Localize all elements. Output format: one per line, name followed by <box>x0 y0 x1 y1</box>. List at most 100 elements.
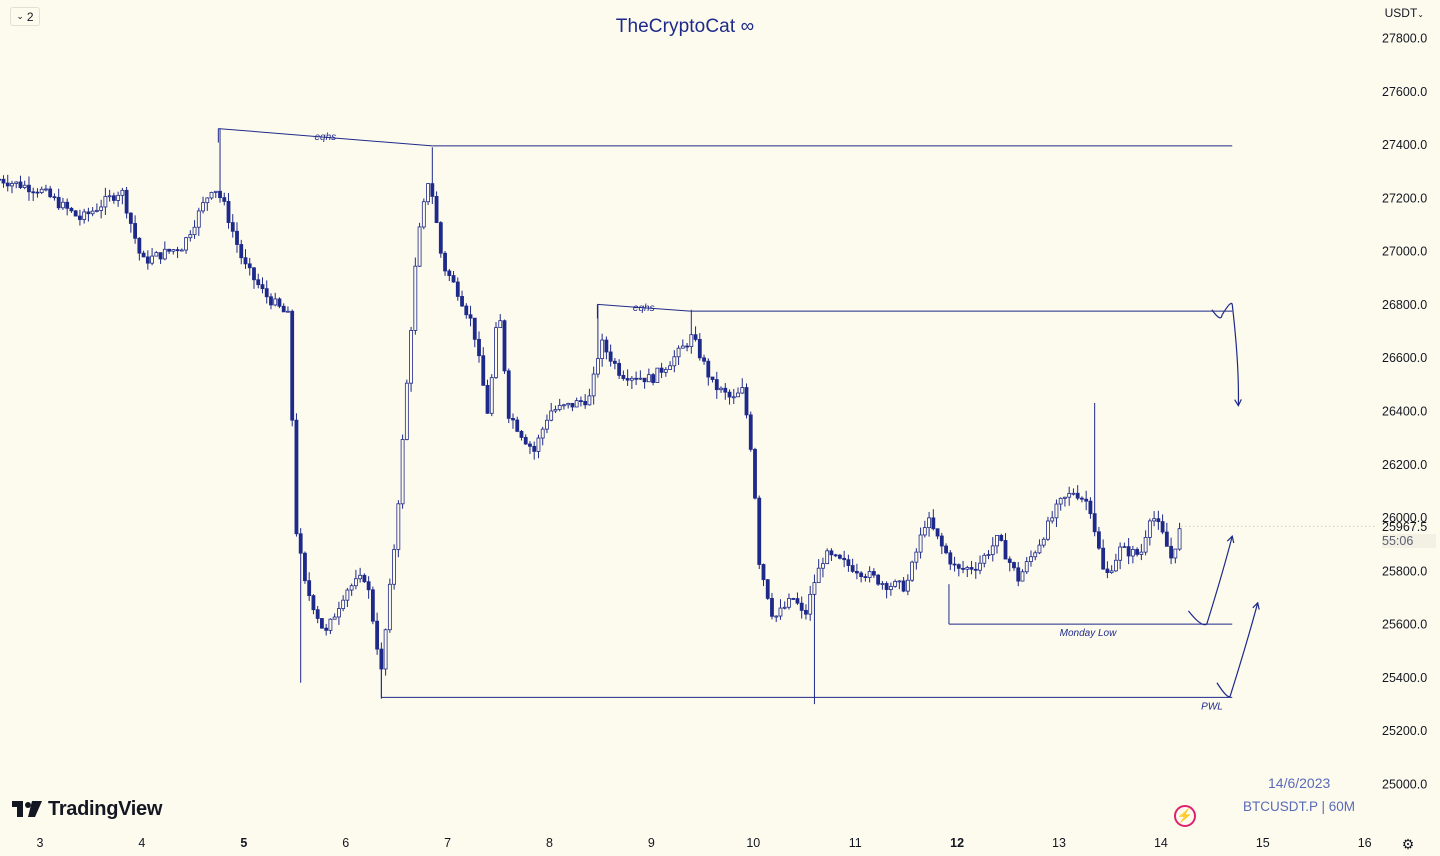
candle <box>1143 530 1148 556</box>
candle-body <box>1126 546 1131 557</box>
candle <box>184 236 188 254</box>
candle-body <box>141 252 146 258</box>
price-axis[interactable]: 27800.0 27600.0 27400.0 27200.0 27000.0 26800… <box>1382 32 1427 792</box>
candle-body <box>668 365 672 370</box>
candle-body <box>859 572 864 577</box>
layout-toggle-button[interactable]: ⌄ 2 <box>10 7 40 26</box>
candle-body <box>1109 570 1114 573</box>
candle-body <box>574 400 579 408</box>
candle-body <box>583 400 588 406</box>
candle <box>315 605 320 624</box>
candle <box>158 252 163 264</box>
candle-body <box>1007 558 1012 563</box>
candle <box>370 586 375 625</box>
candle <box>264 280 269 304</box>
tradingview-logo-icon <box>12 801 42 817</box>
candle-body <box>549 410 554 421</box>
candle <box>1092 403 1097 537</box>
candle-body <box>774 615 779 618</box>
candle-body <box>1037 544 1042 554</box>
candle-body <box>1024 561 1029 573</box>
candle <box>935 528 940 540</box>
candle-body <box>842 557 847 561</box>
candle <box>1177 522 1182 551</box>
time-axis[interactable]: 3 4 5 6 7 8 9 10 11 12 13 14 15 16 <box>37 836 1372 850</box>
candle <box>167 248 171 254</box>
candle-body <box>770 598 774 617</box>
candle <box>765 579 770 600</box>
candle <box>230 214 235 238</box>
candle <box>137 237 142 261</box>
candle-body <box>150 255 154 264</box>
lightning-icon[interactable]: ⚡ <box>1174 805 1196 827</box>
candle <box>901 577 906 593</box>
candle <box>770 592 774 620</box>
candle <box>757 495 762 570</box>
candle <box>201 196 205 214</box>
candle-body <box>116 194 121 201</box>
candle-body <box>587 395 592 406</box>
candle-body <box>553 409 558 412</box>
candle-body <box>1012 562 1016 569</box>
candle <box>358 567 363 583</box>
candle-body <box>1139 551 1144 555</box>
candle-body <box>905 579 910 592</box>
candle-body <box>370 589 375 622</box>
candle <box>748 411 753 452</box>
candle-body <box>880 583 885 585</box>
candle-body <box>341 599 346 609</box>
tradingview-logo[interactable]: TradingView <box>12 796 162 822</box>
candle-body <box>986 554 991 556</box>
y-tick-label: 26800.0 <box>1382 298 1427 312</box>
candle <box>642 377 647 389</box>
currency-selector[interactable]: USDT⌄ <box>1385 6 1424 20</box>
candle <box>286 306 290 313</box>
candle-body <box>672 356 677 367</box>
candle-body <box>460 296 464 307</box>
y-tick-label: 25600.0 <box>1382 618 1427 632</box>
candle-body <box>413 265 418 331</box>
candle <box>604 336 609 360</box>
candle-body <box>519 430 524 438</box>
candle <box>65 198 70 216</box>
candle-body <box>995 534 999 547</box>
candle-body <box>969 567 974 570</box>
candle-body <box>396 503 401 550</box>
candle-body <box>353 578 358 587</box>
candle <box>1054 499 1059 527</box>
candle <box>523 434 528 445</box>
candle-body <box>765 579 770 599</box>
candle <box>366 576 371 599</box>
candle <box>646 368 651 383</box>
candle <box>269 293 273 310</box>
candle <box>494 322 498 379</box>
y-tick-label: 27800.0 <box>1382 32 1427 46</box>
candle <box>884 581 889 599</box>
candle-body <box>600 339 605 360</box>
candle <box>978 555 982 575</box>
candle-body <box>511 417 515 421</box>
candle-body <box>481 355 486 386</box>
candle-body <box>948 552 953 565</box>
candle <box>290 309 295 427</box>
candle-body <box>426 183 430 203</box>
candle <box>774 615 779 622</box>
candle <box>145 250 150 270</box>
candle-body <box>218 190 222 199</box>
candle <box>277 297 282 309</box>
projection-up-2-path <box>1216 602 1259 698</box>
candle <box>10 180 14 194</box>
candle-body <box>748 414 753 450</box>
candle-body <box>978 562 982 571</box>
settings-gear-icon[interactable]: ⚙ <box>1401 836 1415 852</box>
candle-body <box>1169 545 1173 559</box>
x-tick-label: 3 <box>37 836 44 850</box>
candle <box>82 208 87 224</box>
candle-body <box>753 448 757 499</box>
candle-body <box>1177 528 1182 550</box>
candle-body <box>247 263 252 269</box>
candle-body <box>468 314 473 319</box>
x-tick-label: 9 <box>648 836 655 850</box>
candle-body <box>1164 531 1169 547</box>
